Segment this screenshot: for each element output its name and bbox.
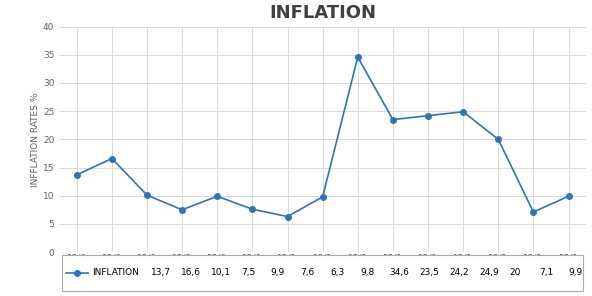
Text: 23,5: 23,5 xyxy=(420,268,439,277)
Text: 9,8: 9,8 xyxy=(360,268,374,277)
Text: 24,2: 24,2 xyxy=(449,268,469,277)
Text: 34,6: 34,6 xyxy=(390,268,410,277)
FancyBboxPatch shape xyxy=(62,255,584,291)
Text: 7,5: 7,5 xyxy=(241,268,255,277)
Text: 7,6: 7,6 xyxy=(300,268,314,277)
Text: 16,6: 16,6 xyxy=(181,268,201,277)
Text: 20: 20 xyxy=(509,268,520,277)
Text: 13,7: 13,7 xyxy=(152,268,172,277)
Text: INFLATION: INFLATION xyxy=(92,268,139,277)
Text: 10,1: 10,1 xyxy=(211,268,231,277)
Text: 6,3: 6,3 xyxy=(330,268,345,277)
Text: 24,9: 24,9 xyxy=(479,268,499,277)
Title: INFLATION: INFLATION xyxy=(269,4,376,22)
Y-axis label: INFFLATION RATES %: INFFLATION RATES % xyxy=(31,92,40,186)
Text: 9,9: 9,9 xyxy=(271,268,285,277)
Text: 9,9: 9,9 xyxy=(568,268,583,277)
Text: 7,1: 7,1 xyxy=(539,268,553,277)
